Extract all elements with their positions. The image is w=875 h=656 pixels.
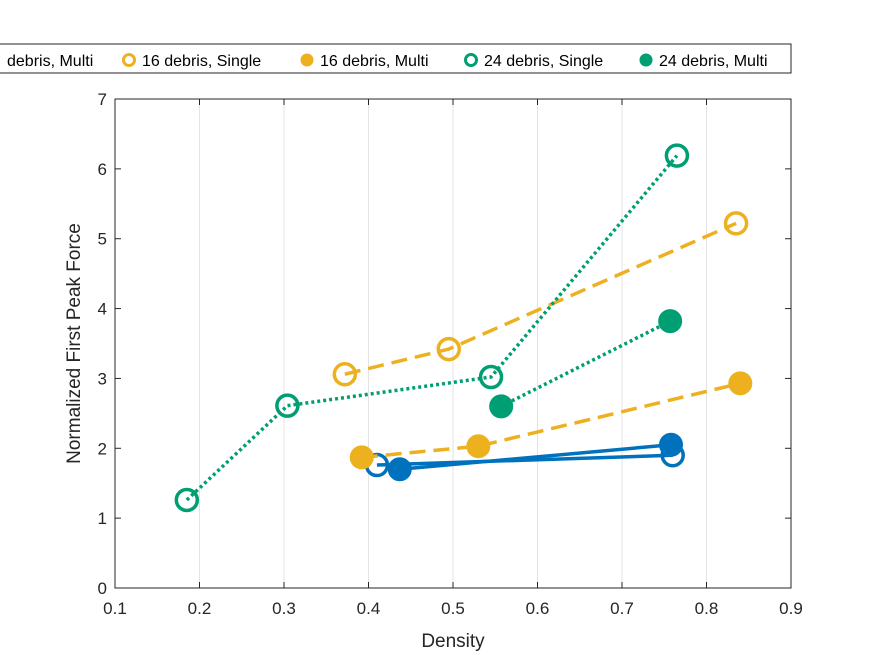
y-tick-label: 0 xyxy=(98,579,107,598)
legend-item: 24 debris, Multi xyxy=(639,53,768,70)
data-point xyxy=(436,336,462,362)
legend-marker xyxy=(300,53,314,67)
data-point xyxy=(489,394,514,419)
data-point xyxy=(332,361,358,387)
legend-label: 24 debris, Single xyxy=(484,53,603,70)
x-tick-label: 0.8 xyxy=(695,599,719,618)
grid-lines xyxy=(199,99,707,588)
legend-item: debris, Multi xyxy=(7,53,93,70)
series-group xyxy=(174,143,753,513)
legend-label: 16 debris, Single xyxy=(142,53,261,70)
legend-label: 16 debris, Multi xyxy=(320,53,429,70)
series-line xyxy=(500,319,671,408)
legend-box xyxy=(0,43,792,74)
data-point xyxy=(478,364,504,390)
y-tick-label: 3 xyxy=(98,369,107,388)
y-tick-label: 7 xyxy=(98,90,107,109)
x-tick-label: 0.3 xyxy=(272,599,296,618)
data-point xyxy=(387,457,412,482)
x-tick-label: 0.9 xyxy=(779,599,803,618)
x-tick-label: 0.2 xyxy=(188,599,212,618)
legend-marker xyxy=(464,53,478,67)
legend: debris, Multi 16 debris, Single 16 debris,… xyxy=(0,43,792,74)
data-point xyxy=(723,211,749,236)
x-tick-label: 0.1 xyxy=(103,599,127,618)
x-tick-label: 0.6 xyxy=(526,599,550,618)
legend-label: 24 debris, Multi xyxy=(659,53,768,70)
axis-ticks: 0.1 0.2 0.3 0.4 0.5 0.6 0.7 0.8 0.9 0 1 2 3 4 5 6 7 xyxy=(98,90,803,618)
series-5 xyxy=(174,143,690,513)
x-tick-label: 0.4 xyxy=(357,599,381,618)
series-line xyxy=(361,381,741,460)
y-tick-label: 2 xyxy=(98,439,107,458)
legend-marker xyxy=(639,53,653,67)
series-line xyxy=(376,453,673,467)
data-point xyxy=(659,432,684,457)
legend-item: 16 debris, Single xyxy=(122,53,261,70)
x-tick-label: 0.7 xyxy=(610,599,634,618)
data-point xyxy=(658,309,683,334)
data-point xyxy=(174,487,200,513)
data-point xyxy=(275,393,300,418)
series-6 xyxy=(489,309,683,419)
y-tick-label: 1 xyxy=(98,509,107,528)
x-axis-title: Density xyxy=(421,631,485,652)
data-point xyxy=(728,371,753,396)
y-tick-label: 4 xyxy=(98,300,107,319)
series-2 xyxy=(387,432,684,482)
series-line xyxy=(185,154,679,502)
legend-item: 16 debris, Multi xyxy=(300,53,429,70)
series-line xyxy=(344,221,737,376)
y-tick-label: 6 xyxy=(98,160,107,179)
data-point xyxy=(466,434,491,459)
legend-item: 24 debris, Single xyxy=(464,53,603,70)
series-line xyxy=(399,443,672,471)
legend-marker xyxy=(122,53,136,67)
y-tick-label: 5 xyxy=(98,230,107,249)
legend-label: debris, Multi xyxy=(7,53,93,70)
series-3 xyxy=(332,211,749,387)
data-point xyxy=(664,143,690,168)
data-point xyxy=(349,445,374,470)
series-4 xyxy=(349,371,753,470)
x-tick-label: 0.5 xyxy=(441,599,465,618)
y-axis-title: Normalized First Peak Force xyxy=(64,223,85,464)
